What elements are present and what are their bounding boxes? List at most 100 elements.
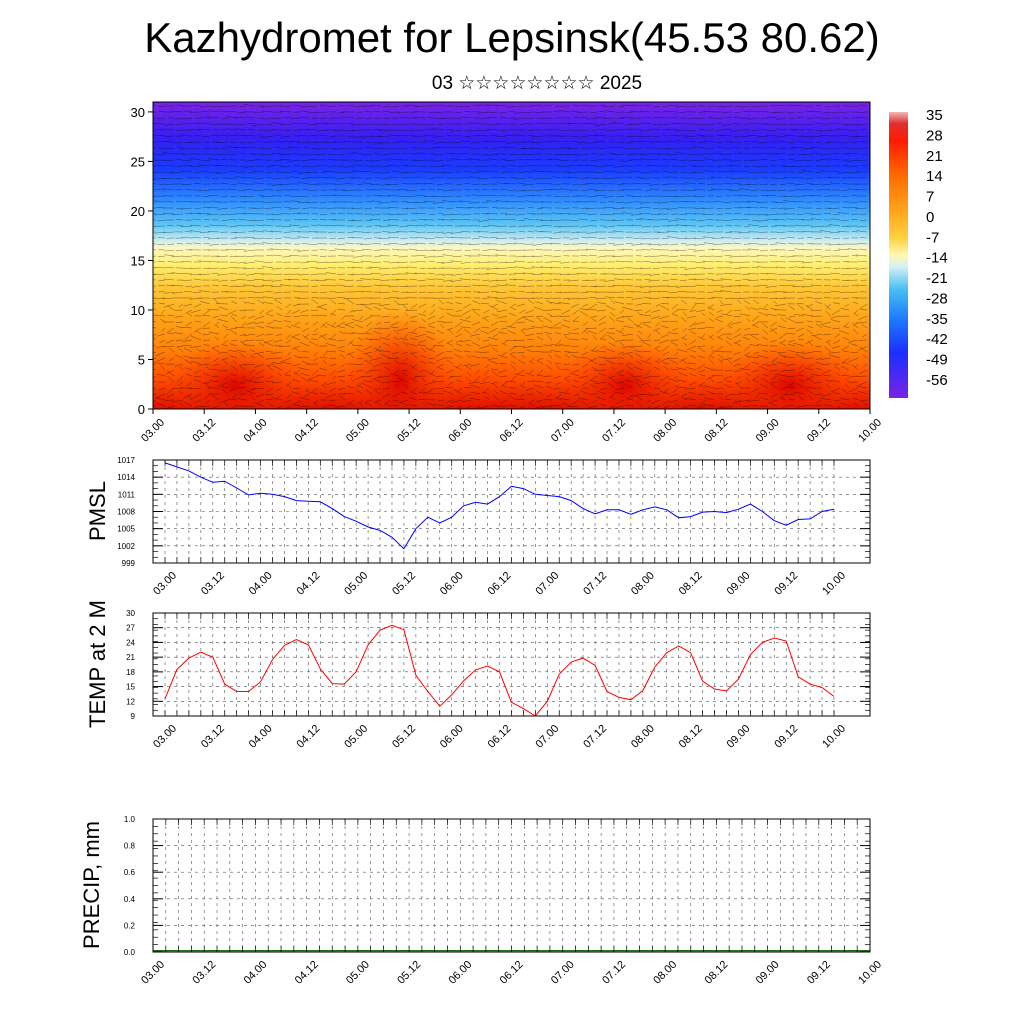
precip-x-tick-label: 04.00	[242, 959, 270, 987]
wind-barb	[594, 285, 607, 288]
precip-x-tick-label: 10.00	[856, 959, 884, 987]
wind-barb	[584, 330, 589, 335]
wind-barb	[327, 338, 337, 341]
wind-barb	[239, 195, 247, 197]
wind-barb	[666, 207, 679, 210]
wind-barb	[326, 261, 337, 263]
wind-barb	[271, 397, 283, 401]
wind-barb	[404, 312, 409, 317]
wind-barb	[246, 219, 256, 221]
wind-barb	[319, 368, 328, 371]
wind-barb	[787, 104, 796, 107]
wind-barb	[372, 123, 382, 126]
wind-barb	[715, 260, 724, 263]
wind-barb	[246, 279, 256, 281]
wind-barb	[563, 243, 571, 245]
wind-barb	[705, 390, 715, 395]
wind-barb	[562, 177, 571, 179]
wind-barb	[527, 206, 535, 209]
wind-barb	[402, 351, 409, 354]
wind-barb	[686, 345, 697, 351]
wind-barb	[406, 171, 418, 173]
wind-barb	[659, 207, 670, 210]
wind-barb	[577, 141, 589, 144]
wind-barb	[628, 393, 634, 399]
wind-barb	[838, 248, 850, 251]
wind-barb	[390, 105, 400, 108]
wind-barb	[711, 350, 724, 353]
wind-barb	[667, 230, 679, 233]
wind-barb	[787, 111, 796, 113]
wind-barb	[775, 135, 787, 138]
wind-barb	[703, 242, 715, 245]
wind-barb	[247, 129, 256, 131]
wind-barb	[245, 116, 256, 119]
wind-barb	[406, 291, 418, 293]
wind-barb	[858, 315, 868, 320]
wind-barb	[826, 384, 832, 389]
wind-barb	[625, 379, 634, 383]
wind-barb	[199, 129, 211, 131]
wind-barb	[217, 123, 229, 125]
wind-barb	[708, 116, 715, 119]
wind-barb	[697, 381, 706, 388]
wind-barb	[471, 194, 481, 197]
wind-barb	[703, 404, 715, 407]
wind-barb	[779, 237, 787, 240]
wind-barb	[424, 224, 436, 227]
wind-barb	[424, 123, 436, 126]
colorbar-label: 14	[926, 168, 943, 185]
wind-barb	[830, 122, 841, 125]
wind-barb	[815, 267, 823, 269]
wind-barb	[191, 122, 202, 125]
wind-barb	[261, 195, 274, 198]
wind-barb	[356, 381, 364, 388]
wind-barb	[239, 141, 247, 143]
wind-barb	[710, 351, 715, 356]
wind-barb	[825, 303, 832, 309]
wind-barb	[388, 219, 400, 221]
wind-barb	[198, 212, 211, 215]
wind-barb	[625, 111, 634, 114]
wind-barb	[500, 188, 508, 191]
wind-barb	[653, 105, 661, 108]
wind-barb	[766, 313, 778, 317]
wind-barb	[227, 309, 238, 315]
wind-barb	[707, 248, 715, 251]
wind-barb	[515, 255, 526, 258]
wind-barb	[417, 344, 427, 347]
t2m-x-tick-label: 05.12	[390, 723, 418, 751]
wind-barb	[414, 272, 427, 275]
wind-barb	[365, 159, 373, 162]
wind-barb	[798, 395, 805, 401]
wind-barb	[798, 333, 805, 338]
wind-barb	[271, 122, 283, 125]
wind-barb	[345, 116, 355, 119]
wind-barb	[612, 153, 625, 155]
wind-barb	[639, 212, 652, 215]
wind-barb	[189, 387, 202, 390]
wind-barb	[613, 405, 625, 409]
wind-barb	[589, 272, 598, 275]
wind-barb	[220, 195, 229, 198]
wind-barb	[859, 346, 868, 353]
wind-barb	[760, 383, 769, 389]
wind-barb	[603, 225, 616, 228]
wind-barb	[828, 207, 841, 209]
wind-barb	[708, 355, 715, 359]
wind-barb	[642, 117, 652, 119]
wind-barb	[378, 201, 391, 204]
wind-barb	[857, 159, 868, 161]
wind-barb	[445, 405, 454, 408]
wind-barb	[560, 188, 571, 191]
wind-barb	[229, 387, 238, 392]
wind-barb	[589, 297, 598, 299]
wind-barb	[399, 195, 409, 197]
pmsl-series-line	[164, 462, 835, 550]
wind-barb	[266, 177, 274, 179]
wind-barb	[176, 159, 184, 161]
wind-barb	[688, 327, 697, 331]
wind-barb	[562, 402, 571, 407]
wind-barb	[641, 273, 652, 276]
wind-barb	[833, 399, 841, 401]
